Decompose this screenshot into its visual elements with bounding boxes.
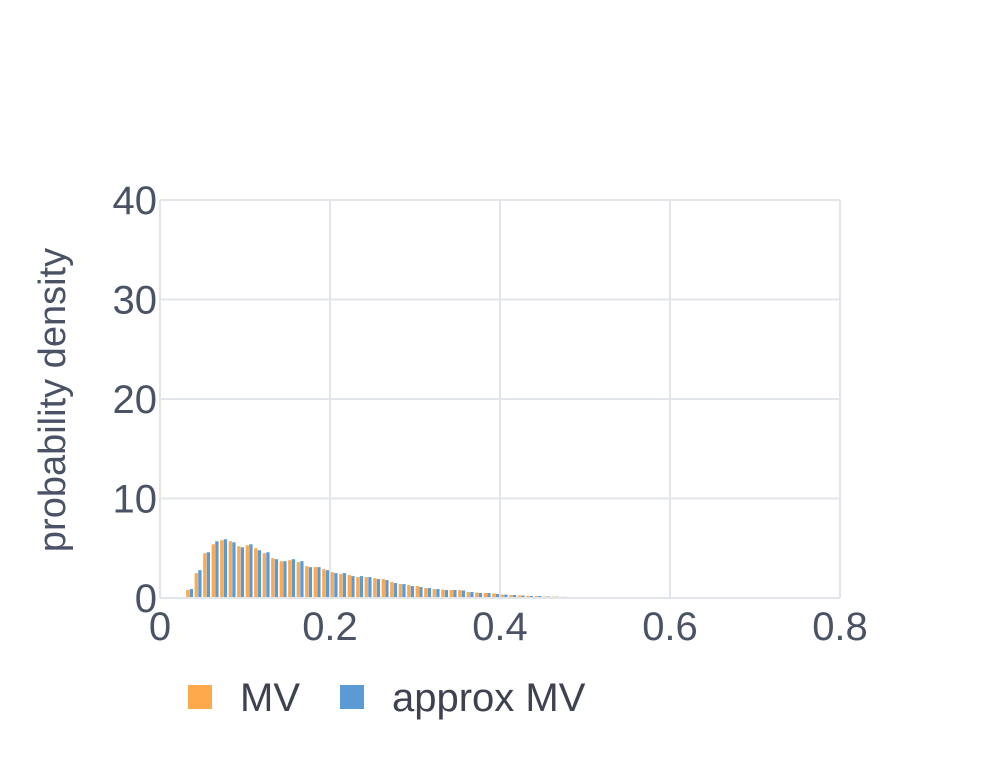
bar-approx-mv xyxy=(334,573,337,598)
legend-item-mv[interactable]: MV xyxy=(188,676,300,720)
bar-approx-mv xyxy=(198,570,201,598)
bar-mv xyxy=(348,575,351,598)
x-tick-label: 0.6 xyxy=(642,605,698,649)
bar-approx-mv xyxy=(411,586,414,598)
bar-approx-mv xyxy=(419,587,422,598)
bar-approx-mv xyxy=(385,580,388,598)
y-tick-label: 20 xyxy=(113,378,158,422)
y-tick-label: 10 xyxy=(113,478,158,522)
bar-approx-mv xyxy=(436,589,439,598)
bar-mv xyxy=(288,560,291,598)
y-tick-label: 30 xyxy=(113,279,158,323)
bar-approx-mv xyxy=(300,561,303,598)
bar-mv xyxy=(280,561,283,598)
bar-approx-mv xyxy=(377,579,380,598)
bar-mv xyxy=(314,567,317,598)
bar-approx-mv xyxy=(249,544,252,598)
y-axis-title: probability density xyxy=(32,248,74,552)
bar-approx-mv xyxy=(283,561,286,598)
bar-mv xyxy=(450,590,453,598)
bar-mv xyxy=(339,574,342,598)
legend[interactable]: MV approx MV xyxy=(188,676,586,720)
legend-swatch-approx-mv xyxy=(340,685,364,709)
bar-mv xyxy=(212,544,215,598)
bar-approx-mv xyxy=(402,584,405,598)
bar-approx-mv xyxy=(190,589,193,598)
x-tick-label: 0.4 xyxy=(472,605,528,649)
bar-approx-mv xyxy=(232,542,235,598)
bar-mv xyxy=(382,579,385,598)
bar-approx-mv xyxy=(428,588,431,598)
bar-mv xyxy=(365,577,368,598)
bar-approx-mv xyxy=(368,577,371,598)
bars xyxy=(178,539,712,598)
bar-approx-mv xyxy=(292,559,295,598)
bar-approx-mv xyxy=(317,567,320,598)
bar-approx-mv xyxy=(326,570,329,598)
bar-mv xyxy=(229,541,232,598)
legend-item-approx-mv[interactable]: approx MV xyxy=(340,676,586,720)
bar-approx-mv xyxy=(207,552,210,598)
bar-mv xyxy=(416,586,419,598)
bar-mv xyxy=(195,573,198,598)
bar-mv xyxy=(186,590,189,598)
legend-label-mv: MV xyxy=(240,676,300,720)
bar-mv xyxy=(203,553,206,598)
bar-mv xyxy=(399,584,402,598)
bar-mv xyxy=(458,590,461,598)
bar-approx-mv xyxy=(275,559,278,598)
bar-mv xyxy=(356,577,359,598)
bar-mv xyxy=(220,540,223,598)
bar-mv xyxy=(433,589,436,598)
bar-mv xyxy=(331,572,334,598)
bar-approx-mv xyxy=(258,550,261,598)
bar-approx-mv xyxy=(360,576,363,598)
y-tick-label: 40 xyxy=(113,179,158,223)
bar-mv xyxy=(407,585,410,598)
bar-approx-mv xyxy=(445,590,448,598)
legend-label-approx-mv: approx MV xyxy=(392,676,586,720)
bar-approx-mv xyxy=(224,539,227,598)
bar-approx-mv xyxy=(453,590,456,598)
y-tick-label: 0 xyxy=(135,577,157,621)
bar-mv xyxy=(246,545,249,598)
y-tick-labels: 0 10 20 30 40 xyxy=(113,179,158,621)
bar-approx-mv xyxy=(394,583,397,598)
bar-approx-mv xyxy=(309,567,312,598)
bar-mv xyxy=(297,562,300,598)
bar-mv xyxy=(271,558,274,598)
bar-approx-mv xyxy=(343,573,346,598)
bar-approx-mv xyxy=(241,547,244,598)
bar-mv xyxy=(441,590,444,598)
bar-mv xyxy=(305,566,308,598)
x-tick-label: 0.8 xyxy=(812,605,868,649)
bar-approx-mv xyxy=(462,591,465,598)
bar-approx-mv xyxy=(266,552,269,598)
bar-approx-mv xyxy=(215,541,218,598)
bar-mv xyxy=(373,578,376,598)
bar-mv xyxy=(424,588,427,598)
bar-approx-mv xyxy=(351,576,354,598)
bar-mv xyxy=(237,546,240,598)
bar-mv xyxy=(390,582,393,598)
x-tick-label: 0.2 xyxy=(302,605,358,649)
grid-lines xyxy=(160,200,840,598)
bar-mv xyxy=(254,548,257,598)
bar-mv xyxy=(322,569,325,598)
legend-swatch-mv xyxy=(188,685,212,709)
bar-mv xyxy=(263,553,266,598)
